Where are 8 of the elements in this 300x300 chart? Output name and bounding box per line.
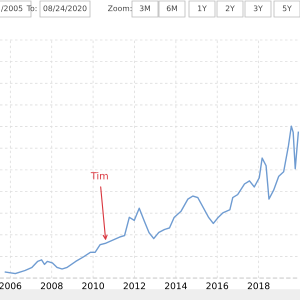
x-tick-label: 2014 (165, 282, 187, 290)
x-tick-label: 2008 (40, 282, 63, 290)
annotation: Tim (90, 172, 108, 180)
x-tick-label: 2006 (0, 282, 22, 290)
x-tick-label: 2010 (82, 282, 104, 290)
x-tick-label: 2018 (248, 282, 270, 290)
x-tick-label: 2016 (206, 282, 228, 290)
x-tick-label: 2012 (124, 282, 146, 290)
